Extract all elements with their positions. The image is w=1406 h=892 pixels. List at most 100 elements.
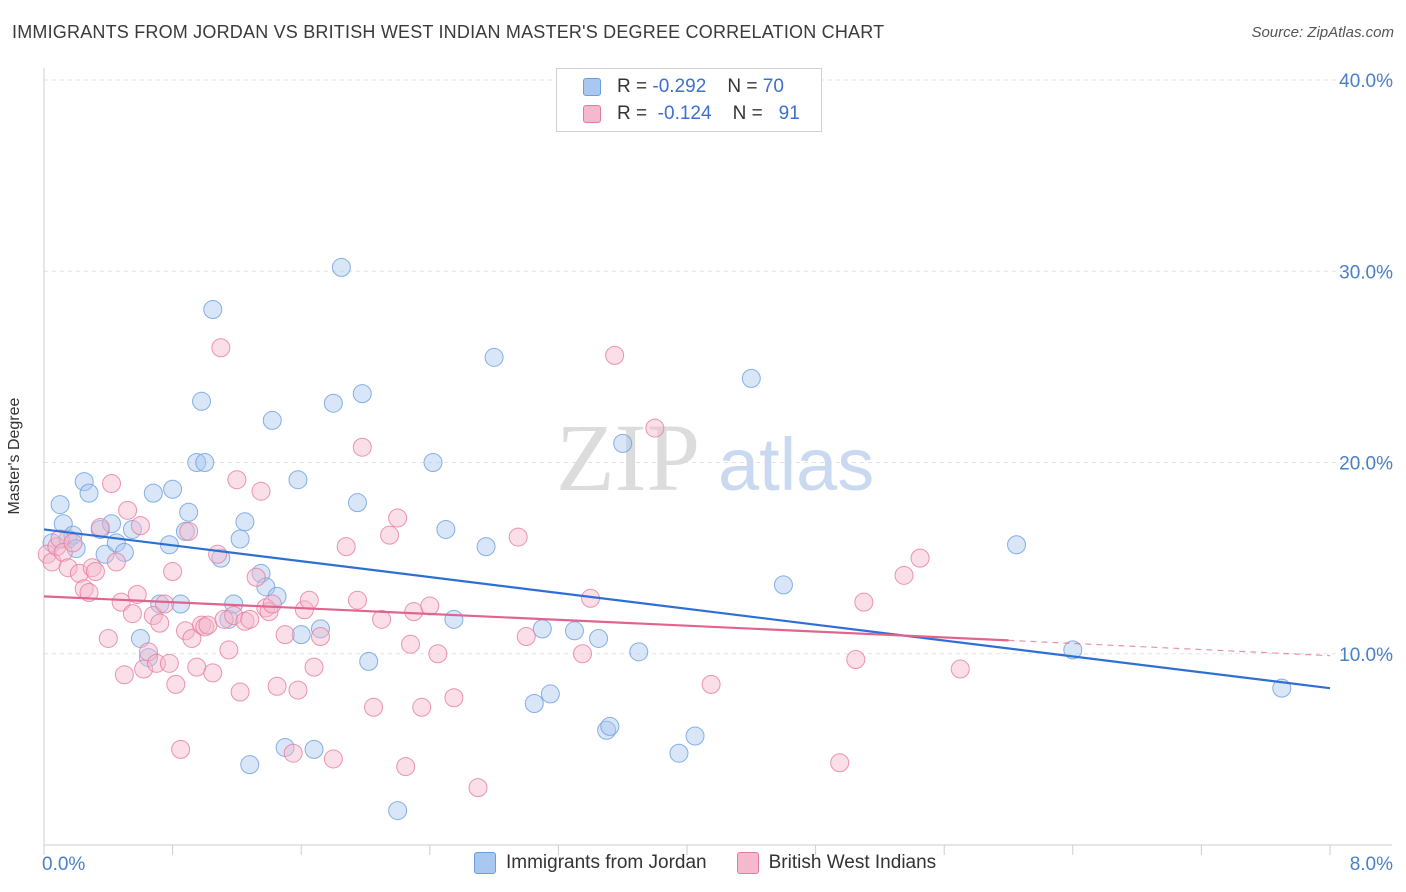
tick-labels: 10.0% 20.0% 30.0% 40.0% 0.0% 8.0% xyxy=(42,71,1393,875)
data-point xyxy=(74,472,94,492)
data-point xyxy=(476,537,496,557)
data-point xyxy=(227,470,247,490)
data-point xyxy=(589,628,609,648)
legend-r-label: R = xyxy=(617,103,648,124)
data-point xyxy=(179,502,199,522)
data-point xyxy=(118,500,138,520)
trend-line-bwi xyxy=(43,595,1009,642)
data-point xyxy=(219,640,239,660)
legend-row-jordan: R = -0.292 N = 70 xyxy=(583,75,784,99)
data-point xyxy=(150,613,170,633)
data-point xyxy=(187,453,207,472)
trend-line-bwi-extension xyxy=(1008,639,1331,657)
data-point xyxy=(516,627,536,647)
data-point xyxy=(235,512,255,532)
data-point xyxy=(230,529,250,549)
data-point xyxy=(79,583,99,603)
data-point xyxy=(600,716,620,736)
data-point xyxy=(701,674,721,694)
data-point xyxy=(468,778,488,798)
data-point xyxy=(508,527,528,547)
data-point xyxy=(208,544,228,564)
data-point xyxy=(669,743,689,763)
data-point xyxy=(388,801,408,821)
data-point xyxy=(166,674,186,694)
data-point xyxy=(192,391,212,411)
data-point xyxy=(645,418,665,438)
legend-r-value: -0.292 xyxy=(652,76,707,97)
data-point xyxy=(299,590,319,610)
data-point xyxy=(130,516,150,536)
data-point xyxy=(573,644,593,664)
data-point xyxy=(106,552,126,572)
data-point xyxy=(741,368,761,388)
data-point xyxy=(288,470,308,490)
data-point xyxy=(214,609,234,629)
data-point xyxy=(155,594,175,614)
data-point xyxy=(90,518,110,538)
data-point xyxy=(179,521,199,541)
data-points xyxy=(37,257,1292,821)
series-legend-jordan[interactable]: Immigrants from Jordan xyxy=(474,852,707,874)
data-point xyxy=(830,753,850,773)
data-point xyxy=(331,257,351,277)
source-label: Source: ZipAtlas.com xyxy=(1251,24,1394,41)
data-point xyxy=(444,609,464,629)
data-point xyxy=(163,562,183,582)
series-legend-bwi[interactable]: British West Indians xyxy=(736,852,936,874)
data-point xyxy=(82,558,102,578)
series-swatch-bwi xyxy=(736,852,759,874)
data-point xyxy=(685,726,705,746)
data-point xyxy=(171,739,191,759)
legend-n-value: 70 xyxy=(762,76,784,97)
data-point xyxy=(262,410,282,430)
data-point xyxy=(262,594,282,614)
data-point xyxy=(159,653,179,673)
data-point xyxy=(1007,535,1027,555)
data-point xyxy=(182,628,202,648)
watermark: ZIP atlas xyxy=(556,404,874,511)
data-point xyxy=(187,657,207,677)
series-bwi-points xyxy=(37,338,970,798)
legend-swatch-bwi xyxy=(583,105,601,123)
data-point xyxy=(323,393,343,413)
data-point xyxy=(85,562,105,582)
data-point xyxy=(171,594,191,614)
data-point xyxy=(288,680,308,700)
y-tick-label: 30.0% xyxy=(1339,262,1393,283)
data-point xyxy=(66,539,86,559)
data-point xyxy=(203,663,223,683)
series-swatch-jordan xyxy=(474,852,496,874)
data-point xyxy=(50,495,70,515)
data-point xyxy=(597,720,617,740)
watermark-atlas: atlas xyxy=(718,423,874,506)
data-point xyxy=(102,514,122,534)
data-point xyxy=(143,606,163,625)
data-point xyxy=(352,384,372,404)
chart-title: IMMIGRANTS FROM JORDAN VS BRITISH WEST I… xyxy=(12,22,885,42)
data-point xyxy=(359,651,379,671)
data-point xyxy=(251,481,271,501)
data-point xyxy=(532,619,552,639)
legend-swatch-jordan xyxy=(583,78,601,96)
data-point xyxy=(412,697,432,717)
data-point xyxy=(192,615,212,635)
data-point xyxy=(127,584,147,604)
data-point xyxy=(230,682,250,702)
data-point xyxy=(404,602,424,622)
data-point xyxy=(420,596,440,616)
x-tick-label: 8.0% xyxy=(1350,854,1393,875)
data-point xyxy=(63,533,83,553)
data-point xyxy=(150,594,170,614)
legend-r-label: R = xyxy=(617,76,648,97)
data-point xyxy=(111,592,131,612)
data-point xyxy=(773,575,793,595)
data-point xyxy=(102,474,122,494)
data-point xyxy=(352,437,372,457)
data-point xyxy=(53,542,73,562)
data-point xyxy=(846,649,866,669)
data-point xyxy=(347,590,367,610)
data-point xyxy=(304,657,324,677)
data-point xyxy=(423,453,443,472)
